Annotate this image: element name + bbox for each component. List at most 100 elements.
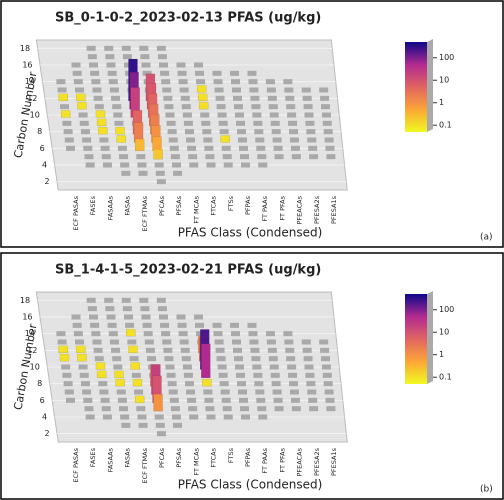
tile: [202, 129, 212, 135]
tile: [85, 162, 95, 168]
y-tick-label: 2: [44, 177, 49, 186]
tile: [271, 381, 281, 387]
tile: [251, 356, 261, 362]
tile: [137, 414, 147, 420]
tile: [270, 372, 280, 378]
tile: [156, 431, 166, 437]
x-tick-label: PFESA2s: [313, 195, 321, 224]
tile: [236, 372, 245, 378]
tile: [173, 170, 183, 176]
tile: [326, 406, 336, 412]
tile: [119, 154, 129, 160]
tile: [131, 372, 141, 378]
tile: [218, 372, 228, 378]
tile: [189, 162, 199, 168]
tile: [215, 95, 225, 101]
tile: [92, 87, 102, 93]
tile: [61, 364, 71, 370]
panel-label: (a): [480, 233, 493, 243]
tile: [186, 137, 196, 143]
tile: [307, 389, 317, 395]
tile: [321, 356, 330, 362]
tile: [231, 79, 240, 85]
x-axis-title: PFAS Class (Condensed): [178, 478, 323, 492]
bar: [95, 110, 106, 118]
tile: [214, 339, 224, 345]
tile: [157, 306, 167, 312]
tile: [168, 389, 178, 395]
tile: [93, 95, 103, 101]
tile: [87, 306, 97, 312]
tile: [290, 145, 300, 151]
tile: [161, 331, 171, 337]
tile: [113, 364, 123, 370]
tile: [241, 414, 250, 420]
colorbar-tick-label: 100: [439, 305, 454, 314]
chart-title: SB_1-4-1-5_2023-02-21 PFAS (ug/kg): [55, 263, 321, 278]
x-tick-label: PFPAs: [244, 447, 252, 467]
x-tick-label: PFSAs: [175, 447, 183, 467]
tile: [252, 364, 262, 370]
tile: [144, 339, 154, 345]
tile: [254, 381, 264, 387]
tile: [98, 381, 108, 387]
x-tick-label: PFCAs: [158, 195, 166, 216]
y-tick-label: 8: [37, 379, 42, 388]
y-tick-label: 18: [20, 44, 30, 53]
tile: [99, 137, 109, 143]
tile: [265, 79, 275, 85]
bar: [125, 328, 136, 337]
colorbar-tick-label: 1: [439, 98, 444, 107]
tile: [142, 70, 152, 76]
tile: [119, 406, 129, 412]
tile: [320, 347, 330, 353]
tile: [239, 397, 248, 403]
tile: [273, 145, 283, 151]
tile: [252, 112, 262, 118]
tile: [180, 95, 190, 101]
tile: [87, 54, 97, 60]
tile: [108, 79, 118, 85]
tile: [94, 104, 104, 110]
tile: [237, 381, 246, 387]
bar: [202, 378, 212, 387]
tile: [160, 322, 170, 328]
tile: [112, 104, 122, 110]
bar: [115, 378, 125, 387]
tile: [117, 145, 127, 151]
tile: [184, 381, 194, 387]
tile: [323, 381, 333, 387]
tile: [247, 70, 257, 76]
x-axis-title: PFAS Class (Condensed): [178, 226, 323, 240]
tile: [164, 356, 174, 362]
x-tick-label: FTSs: [227, 447, 235, 463]
tile: [266, 339, 276, 345]
tile: [309, 154, 319, 160]
tile: [140, 54, 150, 60]
tile: [217, 364, 227, 370]
tile: [91, 79, 101, 85]
tile: [258, 162, 268, 168]
tile: [156, 45, 166, 51]
tile: [102, 162, 112, 168]
tile: [194, 62, 203, 68]
tile: [78, 364, 88, 370]
tile: [267, 347, 277, 353]
tile: [218, 120, 228, 126]
tile: [186, 389, 196, 395]
tile: [205, 154, 215, 160]
x-tick-label: PFPAs: [244, 195, 252, 215]
tile: [304, 364, 314, 370]
tile: [305, 120, 315, 126]
tile: [219, 129, 229, 135]
tile: [272, 389, 282, 395]
tile: [79, 372, 89, 378]
bar: [153, 393, 163, 412]
tile: [212, 322, 222, 328]
tile: [247, 322, 257, 328]
tile: [240, 406, 249, 412]
bar: [96, 118, 107, 127]
tile: [66, 397, 75, 403]
tile: [206, 162, 216, 168]
tile: [205, 406, 215, 412]
